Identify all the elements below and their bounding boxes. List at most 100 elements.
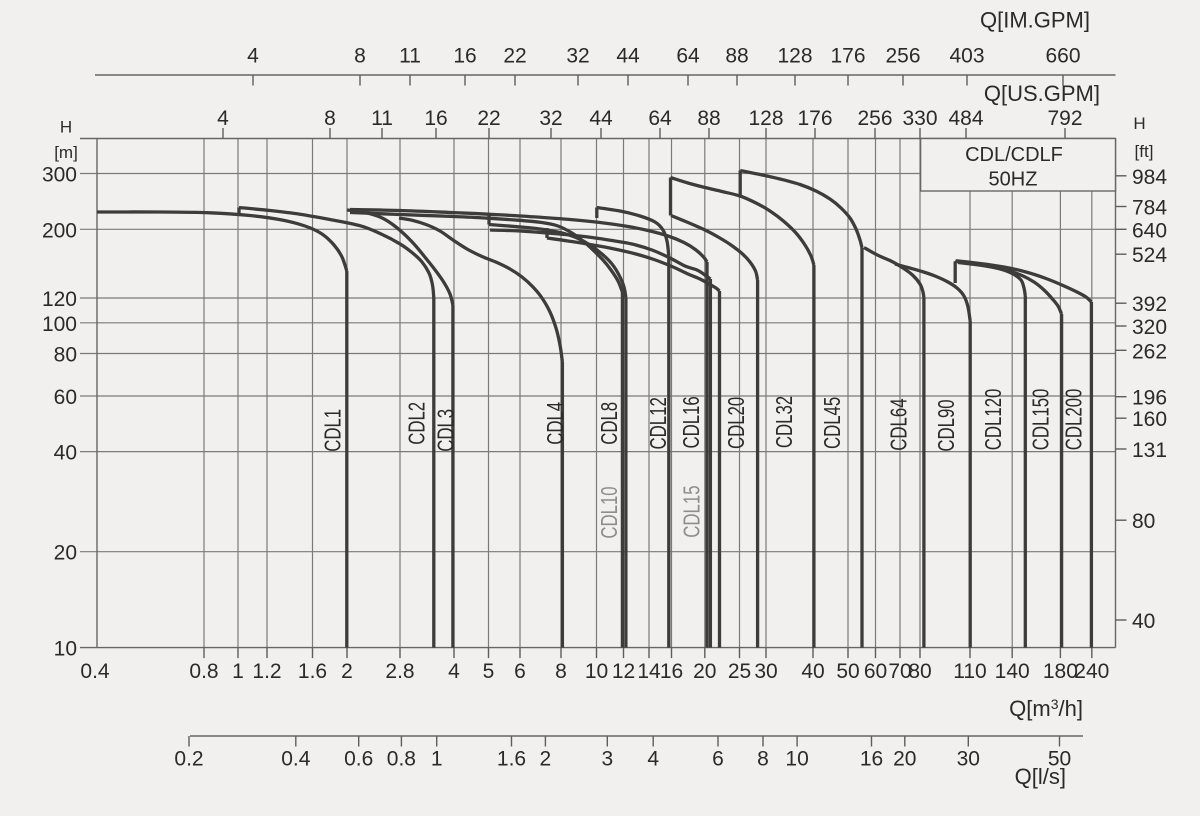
svg-text:20: 20	[693, 660, 716, 683]
svg-text:16: 16	[453, 45, 476, 68]
svg-text:Q[m3/h]: Q[m3/h]	[1009, 696, 1083, 721]
svg-text:22: 22	[477, 107, 500, 130]
svg-text:80: 80	[1132, 510, 1155, 533]
svg-text:984: 984	[1132, 166, 1167, 189]
svg-text:CDL8: CDL8	[596, 402, 622, 445]
svg-text:30: 30	[754, 660, 777, 683]
svg-text:50: 50	[836, 660, 859, 683]
svg-text:CDL12: CDL12	[645, 397, 671, 449]
svg-text:[ft]: [ft]	[1135, 142, 1154, 161]
svg-text:262: 262	[1132, 340, 1167, 363]
svg-text:Q[US.GPM]: Q[US.GPM]	[984, 81, 1100, 106]
svg-text:4: 4	[448, 660, 460, 683]
svg-text:131: 131	[1132, 439, 1167, 462]
svg-text:0.8: 0.8	[189, 660, 218, 683]
svg-text:Q[l/s]: Q[l/s]	[1015, 764, 1066, 789]
svg-text:403: 403	[949, 45, 984, 68]
svg-text:200: 200	[42, 219, 77, 242]
svg-text:2.8: 2.8	[385, 660, 414, 683]
svg-text:20: 20	[54, 542, 77, 565]
svg-text:88: 88	[697, 107, 720, 130]
svg-text:64: 64	[676, 45, 700, 68]
svg-text:4: 4	[247, 45, 259, 68]
svg-text:CDL15: CDL15	[679, 485, 705, 537]
svg-text:6: 6	[514, 660, 526, 683]
svg-text:4: 4	[217, 107, 229, 130]
svg-text:0.2: 0.2	[174, 748, 203, 771]
svg-text:8: 8	[354, 45, 366, 68]
svg-text:40: 40	[1132, 610, 1155, 633]
svg-text:25: 25	[728, 660, 751, 683]
svg-text:80: 80	[54, 344, 77, 367]
svg-text:792: 792	[1047, 107, 1082, 130]
svg-text:50: 50	[1048, 748, 1071, 771]
svg-text:10: 10	[585, 660, 608, 683]
svg-text:CDL1: CDL1	[319, 409, 345, 452]
svg-text:120: 120	[42, 288, 77, 311]
svg-text:32: 32	[539, 107, 562, 130]
svg-text:100: 100	[42, 313, 77, 336]
svg-text:128: 128	[777, 45, 812, 68]
svg-text:176: 176	[830, 45, 865, 68]
svg-text:[m]: [m]	[54, 143, 78, 162]
svg-text:40: 40	[801, 660, 824, 683]
svg-text:5: 5	[483, 660, 495, 683]
svg-text:32: 32	[566, 45, 589, 68]
svg-text:20: 20	[893, 748, 916, 771]
svg-text:2: 2	[540, 748, 552, 771]
svg-text:CDL120: CDL120	[980, 389, 1006, 451]
svg-text:50HZ: 50HZ	[989, 169, 1038, 191]
svg-text:11: 11	[371, 107, 393, 130]
svg-text:10: 10	[54, 638, 77, 661]
svg-text:784: 784	[1132, 197, 1167, 220]
svg-text:60: 60	[864, 660, 887, 683]
svg-text:128: 128	[748, 107, 783, 130]
svg-text:12: 12	[612, 660, 635, 683]
svg-text:320: 320	[1132, 316, 1167, 339]
svg-text:30: 30	[957, 748, 980, 771]
svg-text:CDL10: CDL10	[596, 486, 622, 538]
svg-text:660: 660	[1045, 45, 1080, 68]
svg-text:300: 300	[42, 164, 77, 187]
svg-text:16: 16	[660, 660, 683, 683]
svg-text:22: 22	[503, 45, 526, 68]
svg-text:80: 80	[908, 660, 931, 683]
svg-text:70: 70	[888, 660, 911, 683]
svg-text:392: 392	[1132, 293, 1167, 316]
svg-text:40: 40	[54, 442, 77, 465]
svg-text:H: H	[60, 118, 72, 137]
svg-text:Q[IM.GPM]: Q[IM.GPM]	[980, 8, 1090, 33]
svg-text:140: 140	[995, 660, 1030, 683]
svg-text:CDL4: CDL4	[542, 402, 568, 445]
svg-text:11: 11	[399, 45, 421, 68]
svg-text:CDL200: CDL200	[1061, 389, 1087, 451]
svg-text:196: 196	[1132, 387, 1167, 410]
svg-text:88: 88	[725, 45, 748, 68]
svg-text:2: 2	[341, 660, 353, 683]
svg-text:1: 1	[232, 660, 244, 683]
svg-text:CDL2: CDL2	[403, 402, 429, 445]
svg-text:CDL64: CDL64	[886, 398, 912, 450]
svg-text:0.4: 0.4	[281, 748, 311, 771]
svg-text:330: 330	[902, 107, 937, 130]
svg-text:16: 16	[860, 748, 883, 771]
svg-text:H: H	[1133, 114, 1145, 133]
svg-text:8: 8	[757, 748, 769, 771]
svg-text:CDL45: CDL45	[819, 397, 845, 449]
svg-text:1.6: 1.6	[497, 748, 526, 771]
svg-text:256: 256	[857, 107, 892, 130]
svg-text:484: 484	[948, 107, 983, 130]
svg-text:44: 44	[616, 45, 640, 68]
svg-text:0.4: 0.4	[80, 660, 110, 683]
svg-text:CDL32: CDL32	[771, 396, 797, 448]
svg-text:CDL20: CDL20	[723, 397, 749, 449]
svg-text:110: 110	[953, 660, 986, 683]
svg-text:44: 44	[589, 107, 613, 130]
svg-text:160: 160	[1132, 408, 1167, 431]
svg-text:8: 8	[324, 107, 336, 130]
svg-text:180: 180	[1043, 660, 1078, 683]
svg-text:176: 176	[797, 107, 832, 130]
svg-text:CDL150: CDL150	[1027, 389, 1053, 451]
svg-text:240: 240	[1074, 660, 1109, 683]
svg-text:0.8: 0.8	[387, 748, 416, 771]
